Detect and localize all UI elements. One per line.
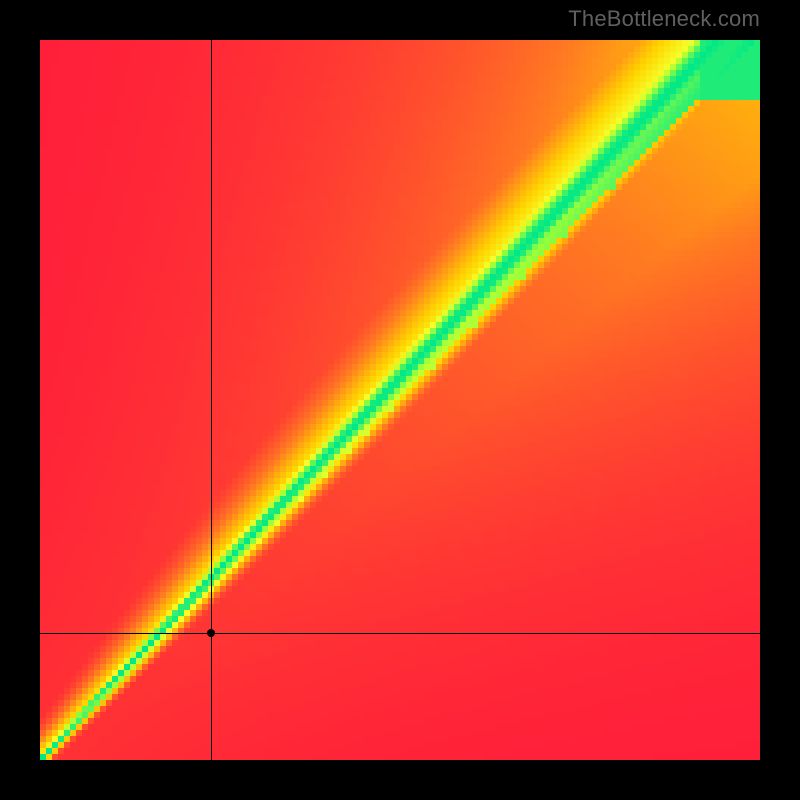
watermark-text: TheBottleneck.com <box>568 6 760 32</box>
chart-frame: TheBottleneck.com <box>0 0 800 800</box>
crosshair-horizontal <box>40 633 760 634</box>
crosshair-vertical <box>211 40 212 760</box>
crosshair-marker <box>207 629 215 637</box>
bottleneck-heatmap <box>40 40 760 760</box>
